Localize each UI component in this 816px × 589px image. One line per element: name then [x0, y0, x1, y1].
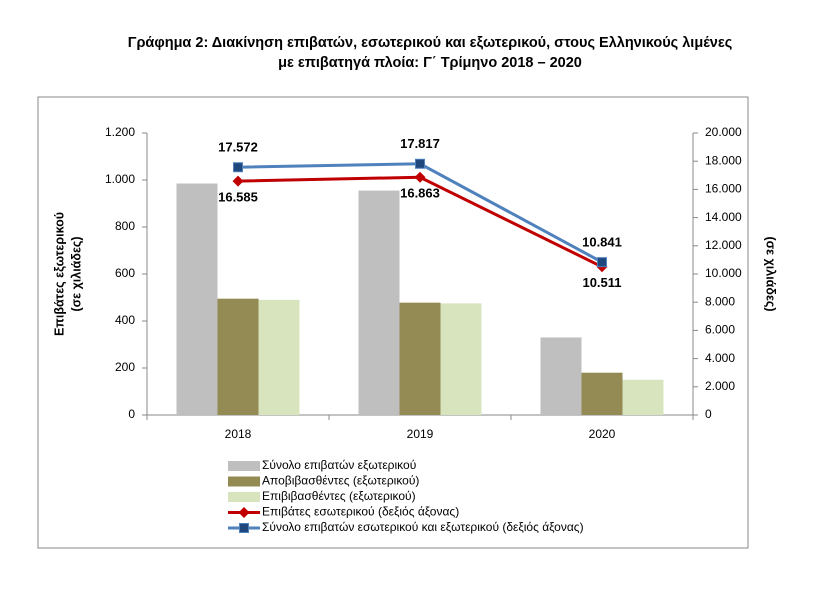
data-label: 17.572 — [218, 140, 258, 155]
legend-label: Αποβιβασθέντες (εξωτερικού) — [262, 474, 419, 488]
data-label: 10.511 — [582, 275, 621, 290]
legend-marker — [239, 523, 249, 533]
bar — [258, 299, 300, 415]
legend-label: Επιβιβασθέντες (εξωτερικού) — [262, 489, 416, 503]
y2-axis-title: (σε χιλιάδες) — [764, 236, 778, 311]
bar — [440, 303, 482, 415]
y-axis-title: Επιβάτες εξωτερικού — [52, 212, 66, 336]
bar — [581, 372, 623, 415]
data-label: 10.841 — [582, 235, 622, 250]
y2-tick-label: 4.000 — [705, 351, 735, 365]
x-tick-label: 2019 — [407, 427, 434, 441]
legend-label: Σύνολο επιβατών εξωτερικού — [262, 458, 416, 472]
legend-swatch — [228, 476, 260, 487]
y-tick-label: 800 — [115, 219, 135, 233]
y2-tick-label: 18.000 — [705, 153, 742, 167]
y2-tick-label: 20.000 — [705, 125, 742, 139]
legend-marker — [238, 507, 250, 518]
chart-title: με επιβατηγά πλοία: Γ΄ Τρίμηνο 2018 – 20… — [278, 55, 582, 71]
data-label: 16.863 — [400, 186, 440, 201]
line-marker — [597, 257, 607, 268]
y-tick-label: 0 — [128, 407, 135, 421]
bar — [399, 302, 441, 415]
bar — [622, 379, 664, 415]
y2-tick-label: 12.000 — [705, 238, 742, 252]
y-tick-label: 400 — [115, 313, 135, 327]
y2-tick-label: 0 — [705, 407, 712, 421]
data-label: 17.817 — [400, 136, 440, 151]
chart-frame — [37, 96, 749, 549]
y-tick-label: 200 — [115, 360, 135, 374]
legend-label: Σύνολο επιβατών εσωτερικού και εξωτερικο… — [262, 520, 584, 534]
legend-swatch — [228, 492, 260, 502]
y2-tick-label: 2.000 — [705, 379, 735, 393]
legend-label: Επιβάτες εσωτερικού (δεξιός άξονας) — [262, 505, 459, 519]
bar — [358, 190, 400, 415]
line-marker — [232, 175, 244, 187]
y2-tick-label: 8.000 — [705, 294, 735, 308]
y-tick-label: 600 — [115, 266, 135, 280]
y-tick-label: 1.000 — [105, 172, 135, 186]
y2-tick-label: 6.000 — [705, 323, 735, 337]
line-marker — [415, 158, 425, 169]
y2-tick-label: 14.000 — [705, 210, 742, 224]
bar — [540, 337, 582, 415]
y2-tick-label: 16.000 — [705, 182, 742, 196]
data-label: 16.585 — [218, 190, 258, 205]
y-axis-title: (σε χιλιάδες) — [69, 236, 83, 311]
y2-tick-label: 10.000 — [705, 266, 742, 280]
x-tick-label: 2018 — [225, 427, 252, 441]
bar — [176, 183, 218, 415]
x-tick-label: 2020 — [589, 427, 616, 441]
y-tick-label: 1.200 — [105, 125, 135, 139]
chart-title: Γράφημα 2: Διακίνηση επιβατών, εσωτερικο… — [128, 35, 733, 51]
line-marker — [233, 162, 243, 173]
bar — [217, 298, 259, 415]
line-marker — [414, 171, 426, 183]
legend-swatch — [228, 461, 260, 471]
